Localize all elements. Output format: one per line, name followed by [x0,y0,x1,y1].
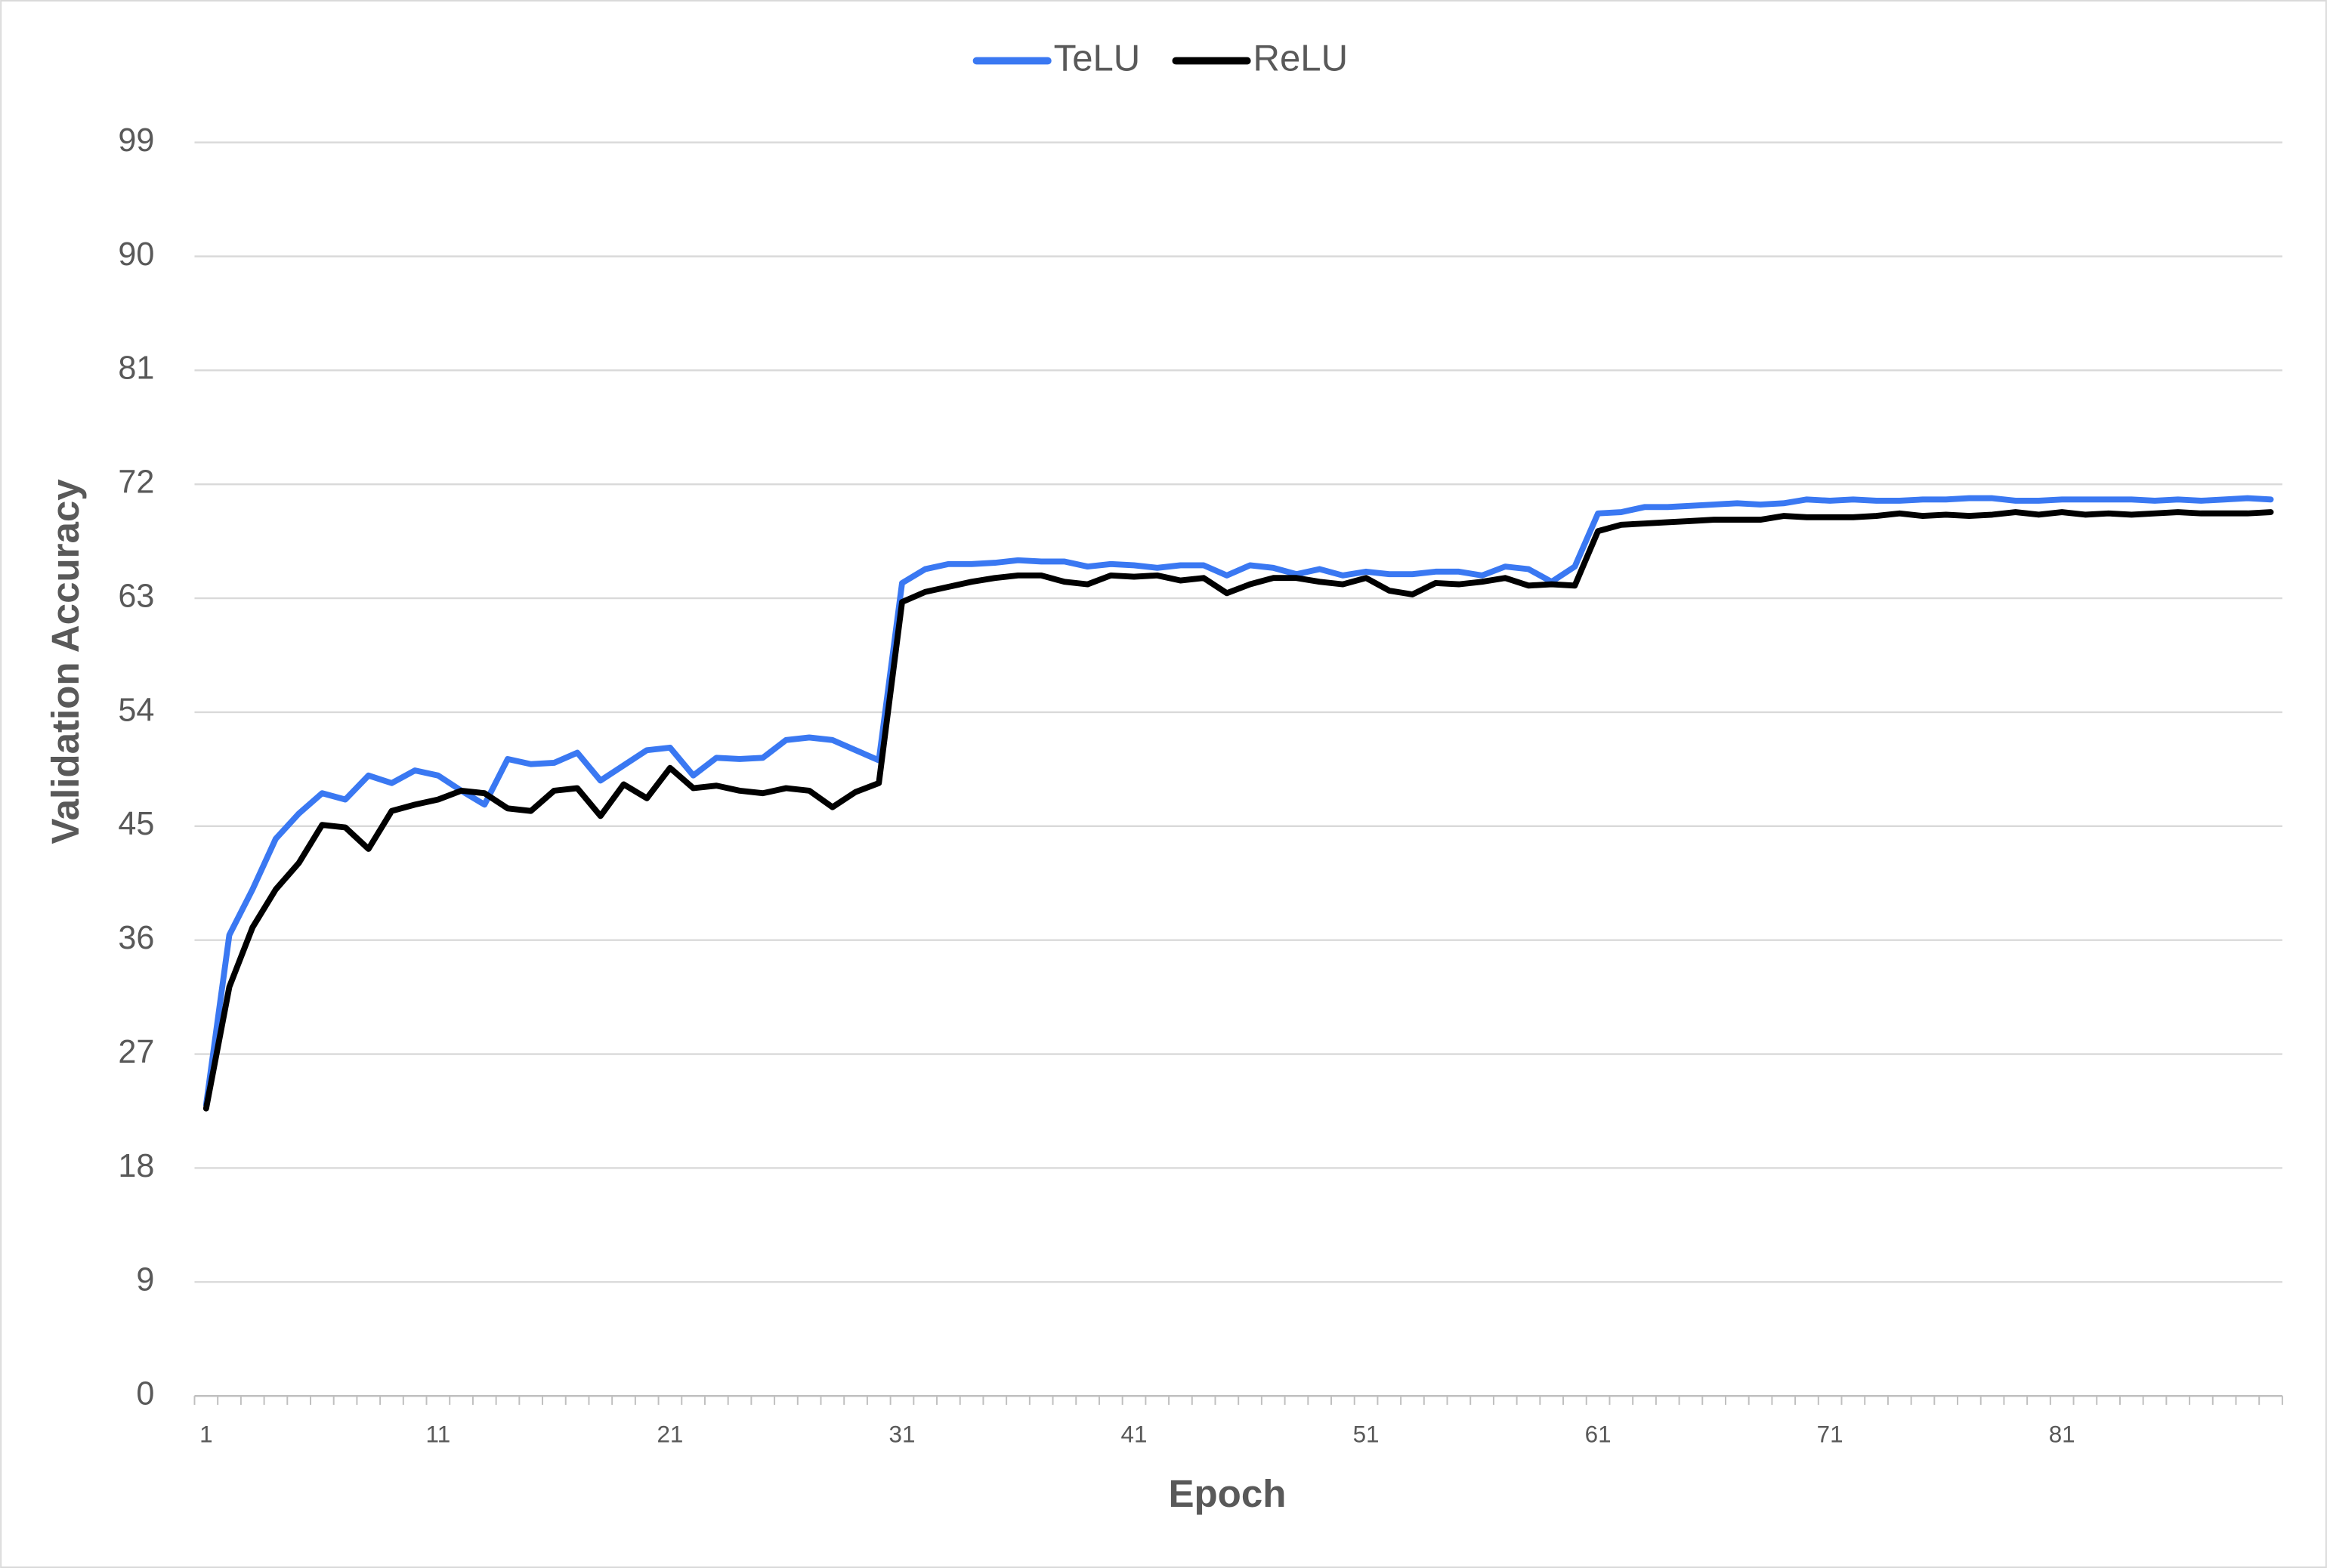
y-tick-label: 45 [118,806,154,842]
y-tick-label: 72 [118,465,154,501]
y-tick-label: 63 [118,578,154,614]
x-tick-label: 51 [1353,1421,1380,1447]
data-line [202,495,2274,1108]
x-tick-label: 81 [2049,1421,2075,1447]
x-tick-label: 71 [1817,1421,1843,1447]
y-tick-label: 99 [118,122,154,159]
y-axis-title: Validation Accuracy [44,479,87,844]
legend-label: TeLU [1054,38,1141,79]
x-axis-title: Epoch [1168,1472,1286,1515]
y-tick-label: 36 [118,920,154,956]
x-tick-label: 11 [426,1421,451,1447]
x-tick-label: 61 [1585,1421,1612,1447]
data-line [202,509,2274,1112]
x-tick-label: 1 [199,1421,212,1447]
y-tick-label: 27 [118,1034,154,1070]
legend-label: ReLU [1253,38,1349,79]
y-tick-label: 18 [118,1148,154,1184]
y-tick-label: 0 [136,1376,154,1412]
y-tick-label: 81 [118,350,154,387]
y-tick-label: 54 [118,692,154,728]
x-tick-label: 31 [888,1421,915,1447]
x-tick-label: 41 [1121,1421,1148,1447]
y-tick-label: 9 [136,1262,154,1298]
y-tick-label: 90 [118,236,154,273]
x-tick-label: 21 [657,1421,683,1447]
